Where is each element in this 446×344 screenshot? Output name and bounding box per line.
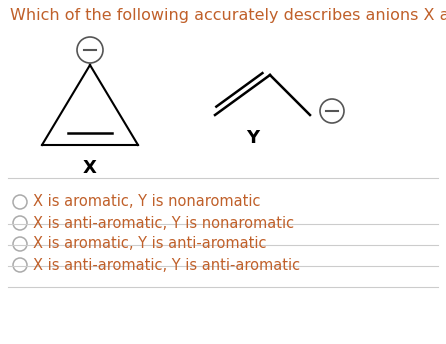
Text: X is aromatic, Y is nonaromatic: X is aromatic, Y is nonaromatic bbox=[33, 194, 260, 209]
Text: X is anti-aromatic, Y is anti-aromatic: X is anti-aromatic, Y is anti-aromatic bbox=[33, 258, 300, 272]
Text: X: X bbox=[83, 159, 97, 177]
Text: Which of the following accurately describes anions X and Y?: Which of the following accurately descri… bbox=[10, 8, 446, 23]
Text: X is anti-aromatic, Y is nonaromatic: X is anti-aromatic, Y is nonaromatic bbox=[33, 215, 294, 230]
Text: X is aromatic, Y is anti-aromatic: X is aromatic, Y is anti-aromatic bbox=[33, 237, 267, 251]
Text: Y: Y bbox=[247, 129, 260, 147]
